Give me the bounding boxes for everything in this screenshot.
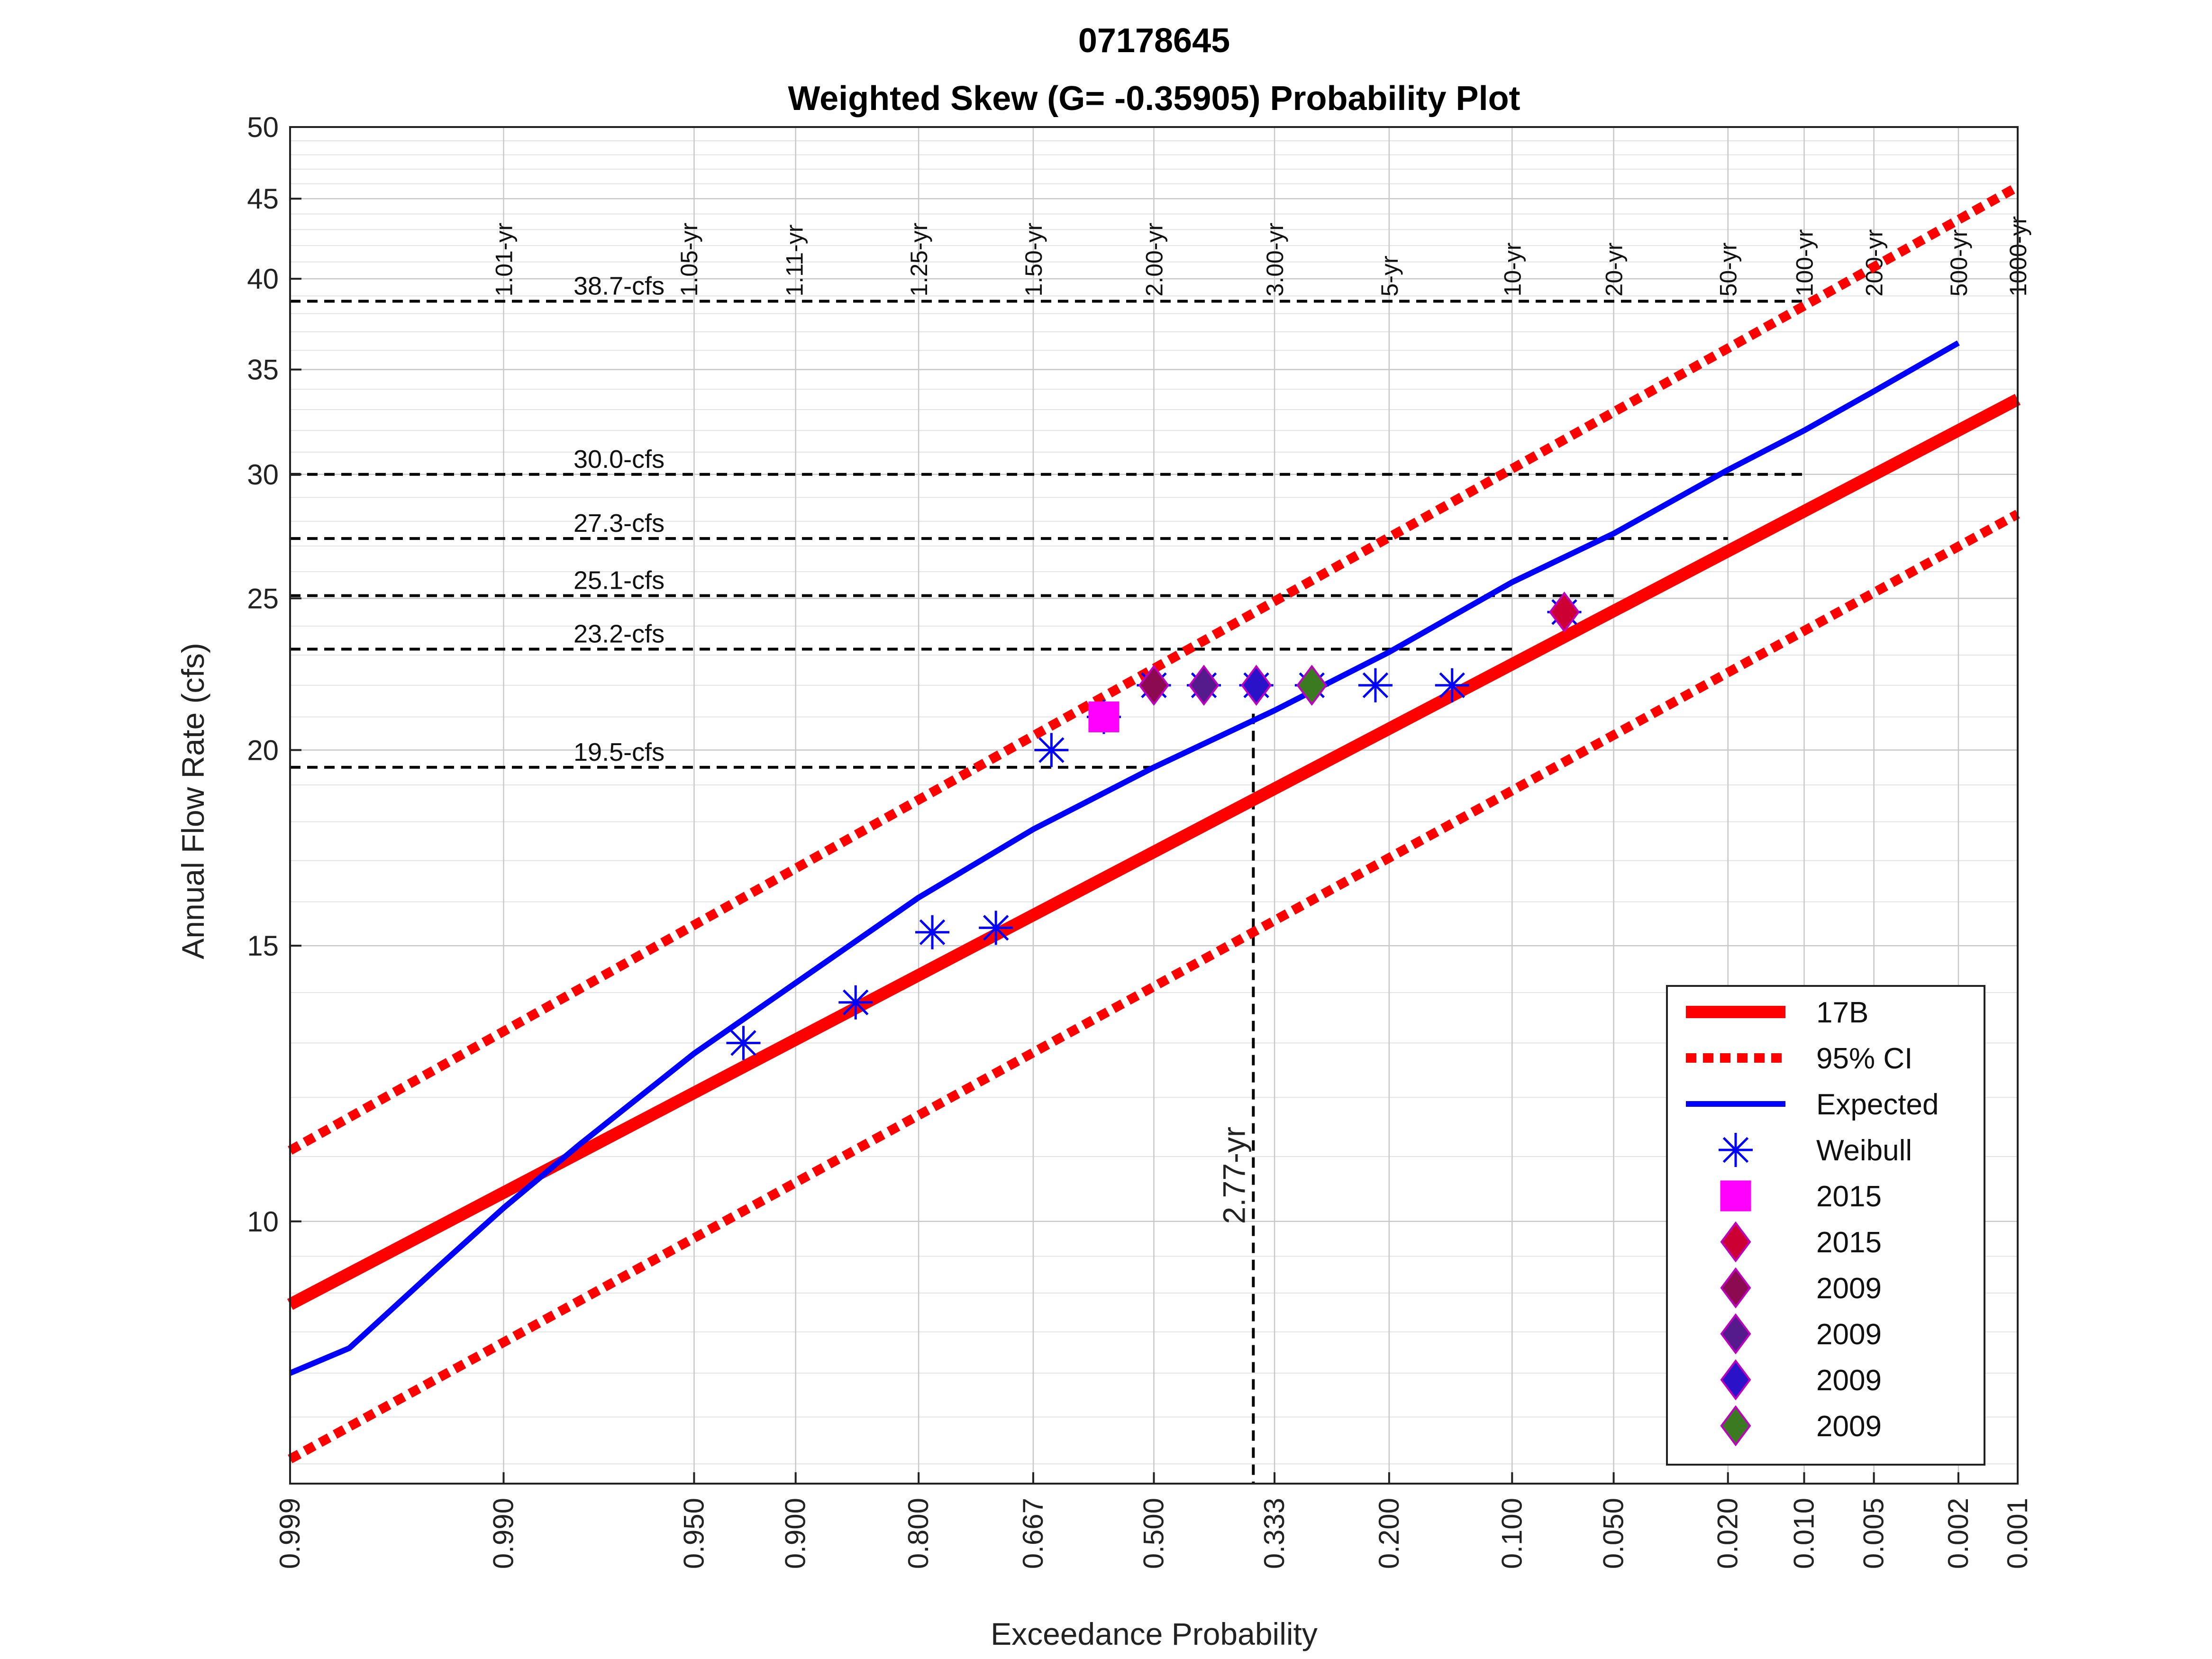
cfs-reference-label: 19.5-cfs [573,738,665,766]
return-period-label: 1.50-yr [1020,223,1047,297]
series-line [287,393,2021,1310]
y-axis-ticks: 10 15 20 25 30 35 40 45 50 [247,111,301,1238]
highlight-diamond-point [1188,665,1220,706]
return-period-label: 1.11-yr [781,225,808,297]
x-tick-label: 0.333 [1258,1498,1290,1569]
y-tick-label: 30 [247,459,279,491]
y-tick-label: 45 [247,183,279,215]
legend-label: 2009 [1816,1364,1882,1397]
reference-lines: 38.7-cfs 30.0-cfs 27.3-cfs 25.1-cfs 23.2-cfs… [290,272,1804,1484]
legend-label: 95% CI [1816,1042,1912,1075]
series-line [288,510,2020,1463]
x-tick-label: 0.100 [1496,1498,1528,1569]
legend-label: Expected [1816,1088,1939,1121]
cfs-reference-label: 23.2-cfs [573,620,665,648]
weibull-point [1034,733,1069,767]
legend-label: 2009 [1816,1272,1882,1305]
return-period-label: 50-yr [1715,243,1742,297]
y-tick-label: 15 [247,930,279,962]
return-period-label: 100-yr [1791,229,1818,297]
return-period-label: 1.25-yr [906,223,932,297]
x-tick-label: 0.667 [1017,1498,1049,1569]
highlight-square-point [1088,701,1120,732]
x-tick-label: 0.200 [1373,1498,1405,1569]
x-tick-label: 0.999 [274,1498,306,1569]
legend-label: 2015 [1816,1180,1882,1213]
legend: 17B 95% CI Expected Weibull 2015 2015 2009 2009… [1666,985,1985,1466]
highlight-diamond-point [1296,665,1328,706]
x-axis-label: Exceedance Probability [991,1616,1318,1651]
weibull-point [979,911,1013,945]
return-period-label: 5-yr [1376,255,1403,296]
x-tick-label: 0.005 [1858,1498,1890,1569]
weibull-point [1435,668,1469,702]
legend-swatch [1719,1133,1753,1167]
legend-box [1666,985,1985,1466]
legend-swatch [1720,1180,1751,1212]
weibull-point [726,1026,761,1060]
y-tick-label: 20 [247,734,279,766]
return-period-label: 500-yr [1946,229,1972,297]
legend-swatch [1720,1221,1751,1263]
weibull-point [915,915,950,949]
legend-swatch [1720,1313,1751,1355]
x-tick-label: 0.500 [1138,1498,1170,1569]
legend-label: 2009 [1816,1410,1882,1443]
return-period-reference-label: 2.77-yr [1216,1127,1251,1224]
y-axis-label: Annual Flow Rate (cfs) [175,643,210,959]
return-period-label: 3.00-yr [1262,223,1288,297]
return-period-labels: 1.01-yr 1.05-yr 1.11-yr 1.25-yr 1.50-yr 2.00-… [491,216,2031,297]
highlight-diamond-point [1241,665,1272,706]
return-period-label: 1.01-yr [491,223,518,297]
return-period-label: 10-yr [1499,243,1526,297]
weibull-point [838,985,873,1020]
x-tick-label: 0.800 [902,1498,934,1569]
x-tick-label: 0.950 [678,1498,710,1569]
series-line [289,340,1960,1376]
cfs-reference-label: 25.1-cfs [573,566,665,595]
series-lines [287,182,2021,1463]
y-tick-label: 35 [247,354,279,386]
data-points [726,591,1582,1060]
legend-swatch [1720,1359,1751,1401]
x-tick-label: 0.900 [780,1498,811,1569]
y-tick-label: 25 [247,583,279,614]
y-tick-label: 10 [247,1206,279,1238]
legend-swatch [1720,1267,1751,1309]
series-line [288,182,2020,1155]
x-axis-ticks: 0.999 0.990 0.950 0.900 0.800 0.667 0.500 0.333… [274,1472,2033,1569]
weibull-point [1358,668,1393,702]
y-tick-label: 50 [247,111,279,143]
x-tick-label: 0.010 [1788,1498,1820,1569]
chart-subtitle: Weighted Skew (G= -0.35905) Probability … [788,80,1520,118]
highlight-diamond-point [1138,665,1169,706]
legend-swatch [1720,1405,1751,1447]
legend-label: 17B [1816,996,1868,1029]
x-tick-label: 0.990 [488,1498,519,1569]
x-tick-label: 0.020 [1712,1498,1744,1569]
chart-title: 07178645 [1078,22,1230,60]
legend-label: 2009 [1816,1318,1882,1351]
return-period-label: 2.00-yr [1141,223,1168,297]
legend-label: 2015 [1816,1226,1882,1259]
grid [289,126,2019,1484]
cfs-reference-label: 30.0-cfs [573,445,665,474]
return-period-label: 1.05-yr [676,223,702,297]
y-tick-label: 40 [247,263,279,295]
legend-label: Weibull [1816,1134,1912,1167]
x-tick-label: 0.001 [2002,1498,2033,1569]
cfs-reference-label: 27.3-cfs [573,509,665,538]
x-tick-label: 0.050 [1598,1498,1629,1569]
return-period-label: 20-yr [1601,243,1628,297]
highlight-diamond-point [1548,591,1580,633]
cfs-reference-label: 38.7-cfs [573,272,665,300]
x-tick-label: 0.002 [1942,1498,1974,1569]
